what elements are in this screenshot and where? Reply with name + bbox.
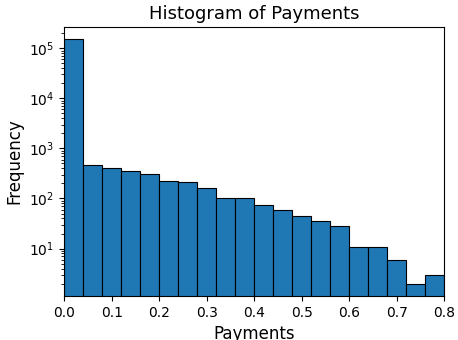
Bar	[425, 275, 444, 340]
Bar	[368, 246, 387, 340]
X-axis label: Payments: Payments	[213, 325, 295, 340]
Bar	[330, 226, 349, 340]
Bar	[254, 205, 273, 340]
Bar	[292, 216, 311, 340]
Title: Histogram of Payments: Histogram of Payments	[149, 5, 360, 23]
Bar	[140, 174, 159, 340]
Bar	[83, 165, 102, 340]
Bar	[102, 168, 121, 340]
Bar	[121, 171, 140, 340]
Bar	[64, 39, 83, 340]
Bar	[273, 209, 292, 340]
Bar	[349, 246, 368, 340]
Bar	[178, 182, 197, 340]
Bar	[387, 260, 406, 340]
Bar	[406, 284, 425, 340]
Bar	[235, 199, 254, 340]
Bar	[197, 188, 216, 340]
Bar	[159, 181, 178, 340]
Bar	[216, 199, 235, 340]
Bar	[311, 221, 330, 340]
Y-axis label: Frequency: Frequency	[5, 119, 23, 204]
